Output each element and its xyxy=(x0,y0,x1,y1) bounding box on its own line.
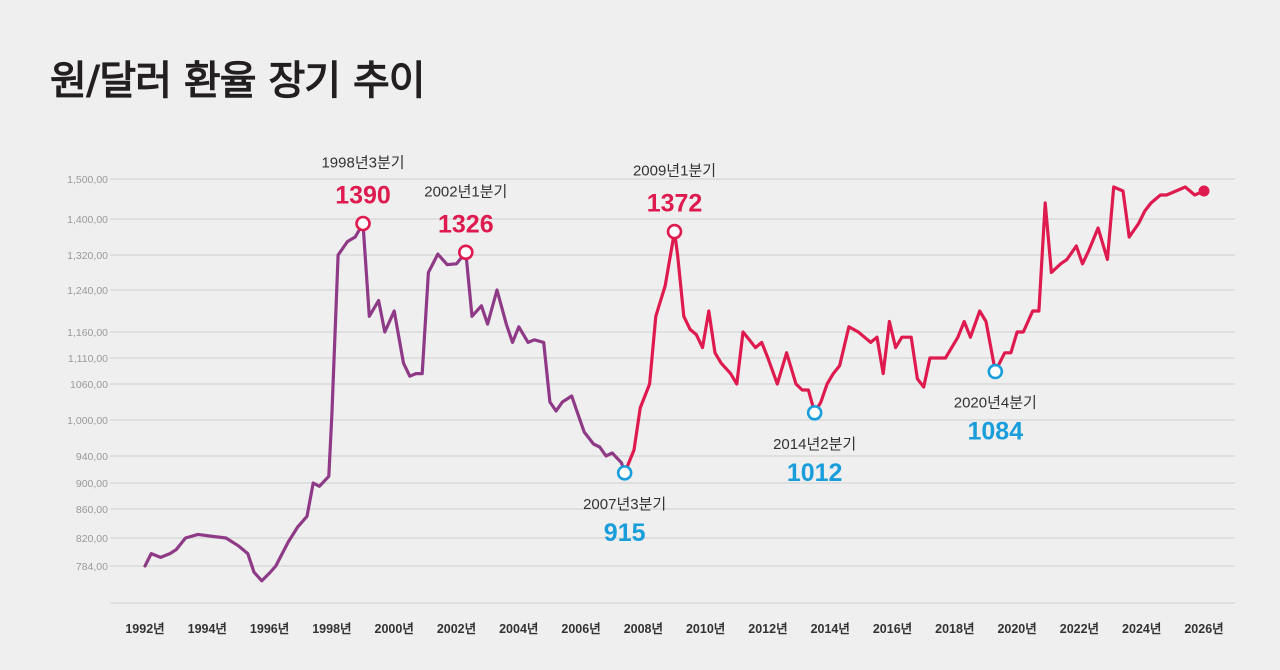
annotation-label: 2014년2분기 xyxy=(773,436,856,453)
high-point-marker xyxy=(355,215,371,232)
annotation-value: 1012 xyxy=(787,459,843,487)
x-tick-label: 1994년 xyxy=(188,622,227,636)
low-point-marker xyxy=(987,363,1004,380)
low-point-marker xyxy=(806,404,823,421)
x-tick-label: 1996년 xyxy=(250,622,289,636)
y-tick-label: 1,240,00 xyxy=(67,285,108,297)
high-point-marker xyxy=(458,244,474,261)
high-point-marker xyxy=(666,223,683,240)
y-tick-label: 1,110,00 xyxy=(68,353,108,365)
annotation-label: 2009년1분기 xyxy=(633,163,716,180)
x-tick-label: 2014년 xyxy=(811,622,850,636)
annotation-label: 2002년1분기 xyxy=(424,183,507,200)
x-tick-label: 2008년 xyxy=(624,622,663,636)
end-point-marker xyxy=(1198,185,1210,197)
annotation-value: 1372 xyxy=(647,190,703,218)
annotation-label: 2020년4분기 xyxy=(954,395,1037,412)
y-tick-label: 860,00 xyxy=(76,504,108,516)
x-tick-label: 1992년 xyxy=(125,622,164,636)
y-tick-label: 784,00 xyxy=(76,561,108,573)
grid-lines xyxy=(110,178,1235,604)
y-tick-label: 900,00 xyxy=(76,478,108,490)
chart-title: 원/달러 환율 장기 추이 xyxy=(50,58,426,104)
series-lines xyxy=(143,185,1206,583)
annotation-value: 915 xyxy=(604,519,646,547)
x-tick-label: 2024년 xyxy=(1122,622,1161,636)
x-tick-label: 2000년 xyxy=(375,622,414,636)
x-tick-label: 2002년 xyxy=(437,622,476,636)
x-tick-label: 2016년 xyxy=(873,622,912,636)
y-tick-label: 820,00 xyxy=(76,533,108,545)
annotation-value: 1084 xyxy=(968,418,1024,446)
annotation-value: 1390 xyxy=(335,182,391,210)
annotation-value: 1326 xyxy=(438,210,494,238)
y-tick-label: 1,000,00 xyxy=(67,415,108,427)
x-tick-label: 2006년 xyxy=(561,622,600,636)
y-axis-ticks: 784,00 820,00 860,00 900,00 940,00 1,000,00 10… xyxy=(67,174,108,573)
x-tick-label: 2018년 xyxy=(935,622,974,636)
annotation-label: 1998년3분기 xyxy=(321,155,404,172)
series-line-early xyxy=(143,221,627,583)
x-tick-label: 2020년 xyxy=(997,622,1036,636)
x-tick-label: 2026년 xyxy=(1184,622,1223,636)
annotations: 1998년3분기 1390 2002년1분기 1326 2009년1분기 1372 2007… xyxy=(321,155,1210,547)
y-tick-label: 1,320,00 xyxy=(67,250,108,262)
x-tick-label: 2012년 xyxy=(748,622,787,636)
x-tick-label: 2010년 xyxy=(686,622,725,636)
y-tick-label: 1,400,00 xyxy=(67,214,108,226)
x-axis-ticks: 1992년 1994년 1996년 1998년 2000년 2002년 2004년 2006년… xyxy=(125,622,1223,636)
y-tick-label: 1,160,00 xyxy=(67,327,108,339)
y-tick-label: 1,500,00 xyxy=(67,174,108,186)
low-point-marker xyxy=(616,465,633,481)
x-tick-label: 1998년 xyxy=(312,622,351,636)
y-tick-label: 940,00 xyxy=(76,451,108,463)
x-tick-label: 2022년 xyxy=(1060,622,1099,636)
annotation-label: 2007년3분기 xyxy=(583,496,666,513)
x-tick-label: 2004년 xyxy=(499,622,538,636)
series-line-late xyxy=(623,185,1206,475)
y-tick-label: 1060,00 xyxy=(70,379,108,391)
